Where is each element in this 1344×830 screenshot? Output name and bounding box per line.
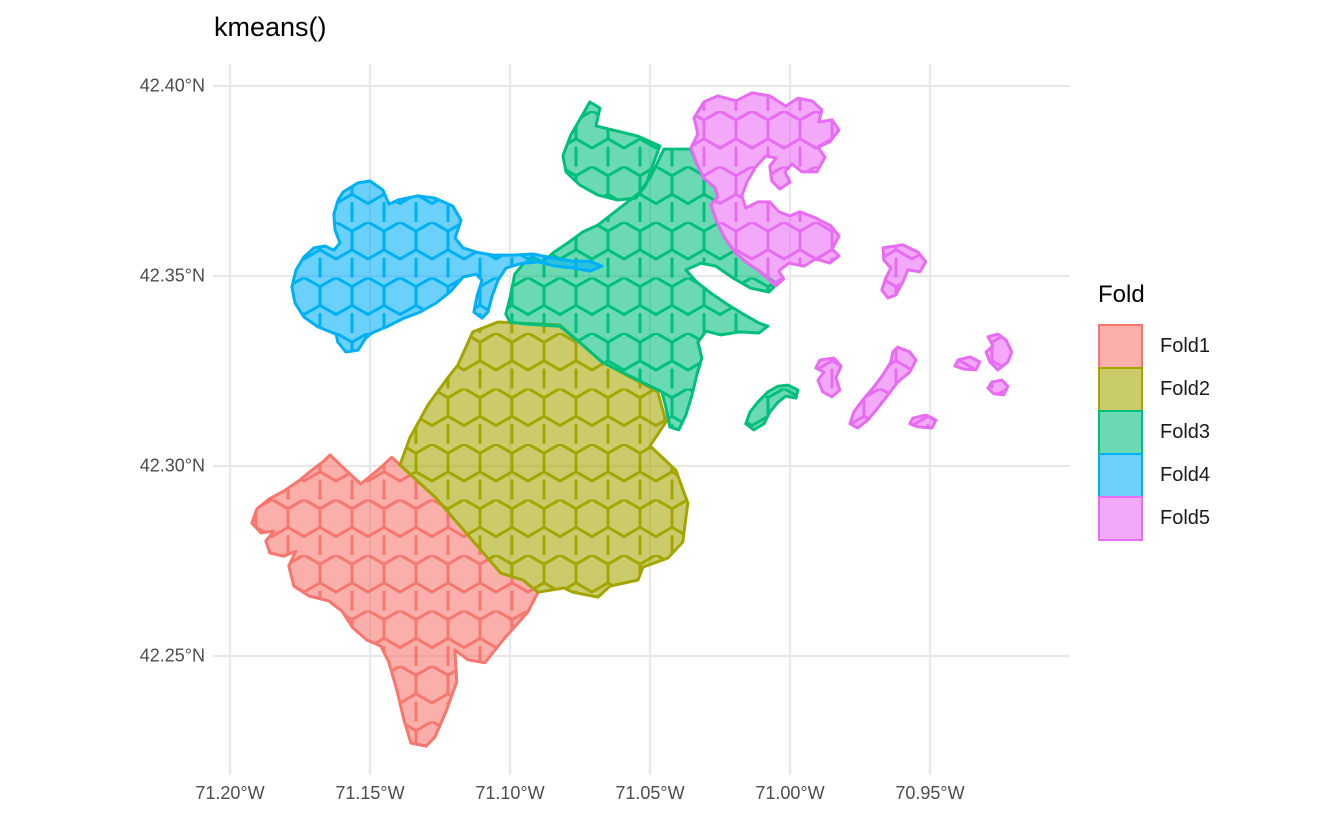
y-axis-tick-label: 42.30°N: [139, 455, 205, 476]
legend-key-swatch: [1098, 410, 1143, 455]
legend-item-label: Fold3: [1160, 421, 1211, 443]
plot-title: kmeans(): [214, 12, 327, 42]
legend-item-label: Fold1: [1160, 335, 1211, 357]
x-axis-tick-label: 71.00°W: [755, 783, 825, 803]
x-axis-tick-label: 71.20°W: [195, 783, 265, 803]
fold-region-Fold5: [689, 91, 1014, 430]
legend-item: Fold5: [1098, 496, 1210, 541]
fold-region-Fold2: [398, 320, 690, 599]
legend-title: Fold: [1098, 281, 1145, 308]
x-axis-tick-label: 71.05°W: [615, 783, 685, 803]
fold-region-Fold4: [290, 179, 604, 354]
x-axis-tick-label: 70.95°W: [895, 783, 965, 803]
legend: Fold Fold1 Fold2 Fold3 Fold4 Fold5: [1098, 281, 1210, 541]
y-axis-tick-label: 42.35°N: [139, 265, 205, 286]
y-axis-tick-label: 42.40°N: [139, 75, 205, 96]
fold-regions: [250, 91, 1014, 748]
legend-item-label: Fold5: [1160, 507, 1211, 529]
legend-item-label: Fold2: [1160, 378, 1211, 400]
legend-item: Fold4: [1098, 453, 1210, 498]
legend-key-swatch: [1098, 367, 1143, 412]
legend-key-swatch: [1098, 453, 1143, 498]
fold-region-Fold3: [504, 100, 800, 432]
legend-item: Fold3: [1098, 410, 1210, 455]
legend-key-swatch: [1098, 496, 1143, 541]
legend-item: Fold1: [1098, 324, 1210, 369]
legend-items: Fold1 Fold2 Fold3 Fold4 Fold5: [1098, 324, 1210, 541]
y-axis-tick-label: 42.25°N: [139, 645, 205, 666]
legend-item: Fold2: [1098, 367, 1210, 412]
x-axis-tick-label: 71.15°W: [335, 783, 405, 803]
legend-key-swatch: [1098, 324, 1143, 369]
legend-item-label: Fold4: [1160, 464, 1211, 486]
x-axis-tick-label: 71.10°W: [475, 783, 545, 803]
